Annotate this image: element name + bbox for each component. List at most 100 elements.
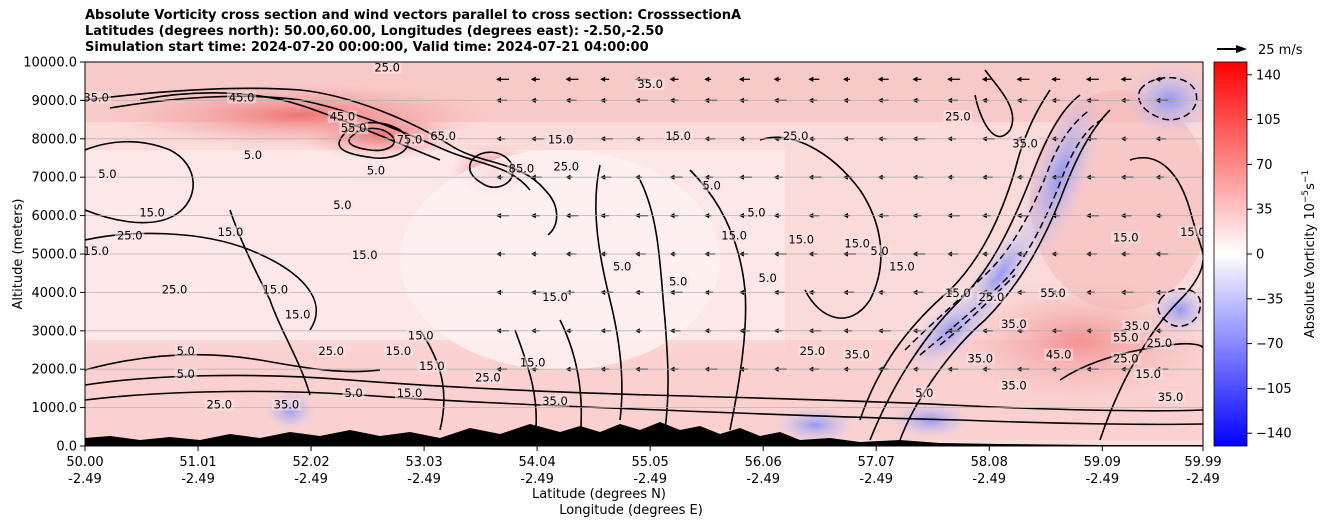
contour-label-48: 25.0: [1147, 336, 1173, 350]
contour-label-bg-26: [283, 308, 313, 321]
wind-vector-head-63: [738, 76, 744, 82]
contour-label-bg-58: [406, 329, 436, 342]
wind-vector-head-117: [947, 76, 953, 82]
colorbar-tick-label-5: −35: [1256, 292, 1283, 307]
contour-label-41: 15.0: [945, 286, 971, 300]
contour-label-34: 15.0: [1113, 231, 1139, 245]
contour-label-bg-40: [976, 291, 1007, 304]
contour-label-bg-52: [1133, 367, 1163, 380]
wind-vector-head-81: [808, 76, 814, 82]
quiver-key-label: 25 m/s: [1258, 43, 1303, 58]
x-tick-label-lat-5: 55.05: [632, 455, 669, 470]
wind-vector-head-108: [912, 76, 918, 82]
quiver-key-arrow-head: [1236, 45, 1247, 53]
contour-label-16: 15.0: [139, 206, 165, 220]
contour-label-22: 15.0: [352, 248, 378, 262]
contour-label-14: 35.0: [1012, 136, 1038, 150]
wind-vector-head-0: [496, 76, 502, 82]
contour-label-50: 35.0: [967, 352, 993, 366]
contour-label-bg-59: [417, 360, 447, 373]
contour-label-37: 5.0: [759, 271, 777, 285]
colorbar-tick-label-8: −140: [1256, 427, 1292, 442]
contour-mid-4: [759, 136, 882, 319]
orography-ground: [85, 422, 1203, 446]
field-blue-right-low: [1150, 285, 1203, 335]
contour-label-4: 45.0: [330, 110, 356, 124]
contour-label-bg-2: [85, 91, 111, 104]
contour-neg-front-3: [939, 274, 1016, 346]
contour-label-bg-19: [364, 164, 388, 177]
contour-label-59: 15.0: [419, 359, 445, 373]
x-tick-label-lon-6: -2.49: [746, 472, 780, 487]
y-tick-label-4: 4000.0: [32, 286, 78, 301]
contour-label-0: 25.0: [374, 60, 400, 74]
contour-east-3: [1129, 157, 1203, 256]
contour-label-29: 5.0: [747, 206, 765, 220]
contour-label-24: 25.0: [162, 282, 188, 296]
contour-label-49: 45.0: [1046, 348, 1072, 362]
field-white-tongue: [400, 150, 720, 370]
contour-label-bg-60: [473, 371, 503, 384]
colorbar-label-text: Absolute Vorticity 10: [1303, 203, 1318, 338]
wind-vector-head-54: [704, 76, 710, 82]
contour-label-bg-6: [394, 133, 425, 146]
contour-label-47: 55.0: [1113, 330, 1139, 344]
colorbar-label: Absolute Vorticity 10−5s−1: [1301, 170, 1318, 338]
contour-label-44: 35.0: [1124, 319, 1150, 333]
contour-label-bg-41: [943, 287, 973, 300]
y-tick-label-10: 10000.0: [23, 56, 77, 71]
contour-low-2: [85, 390, 1203, 426]
colorbar-tick-label-2: 70: [1256, 158, 1273, 173]
contour-label-53: 35.0: [1001, 378, 1027, 392]
contour-east-core: [468, 151, 514, 189]
contour-label-bg-38: [540, 291, 570, 304]
colorbar-ticks: 140 105 70 35 0 −35 −70 −105 −140: [1247, 68, 1292, 442]
contour-label-bg-15: [96, 168, 119, 181]
contour-label-bg-64: [271, 398, 302, 411]
contour-jet-core-ring-2: [348, 127, 395, 152]
contour-label-bg-21: [115, 229, 145, 242]
contour-label-bg-33: [1178, 225, 1203, 238]
wind-vector-head-99: [877, 76, 883, 82]
contour-label-bg-57: [383, 344, 413, 357]
contour-label-61: 15.0: [520, 355, 546, 369]
wind-vector-head-27: [600, 76, 606, 82]
contour-label-bg-29: [745, 206, 768, 219]
x-tick-label-lat-3: 53.03: [405, 455, 442, 470]
colorbar-tick-label-3: 35: [1256, 203, 1273, 218]
contour-label-42: 55.0: [1040, 286, 1066, 300]
contour-neg-front-1: [904, 109, 1091, 351]
contour-label-55: 5.0: [177, 344, 195, 358]
contour-label-43: 35.0: [1001, 317, 1027, 331]
contour-mid-2: [595, 164, 623, 421]
contour-label-11: 15.0: [665, 129, 691, 143]
contour-label-56: 25.0: [318, 344, 344, 358]
contour-label-bg-42: [1038, 287, 1068, 300]
y-tick-label-7: 7000.0: [32, 171, 78, 186]
contour-label-28: 5.0: [703, 179, 721, 193]
contour-label-66: 15.0: [397, 386, 423, 400]
y-gridlines: [85, 100, 1203, 409]
contour-label-bg-30: [786, 233, 816, 246]
y-tick-label-0: 0.0: [56, 440, 77, 455]
x-tick-label-lon-10: -2.49: [1186, 472, 1220, 487]
contour-label-bg-1: [635, 77, 665, 90]
contour-label-bg-28: [700, 179, 723, 192]
contour-label-bg-63: [204, 398, 234, 411]
y-tick-label-8: 8000.0: [32, 132, 78, 147]
contour-label-bg-55: [174, 344, 197, 357]
contour-neg-top-right: [1138, 76, 1198, 121]
contour-label-3: 45.0: [229, 90, 255, 104]
contour-label-bg-9: [546, 133, 576, 146]
contour-label-9: 15.0: [548, 133, 574, 147]
colorbar-tick-label-7: −105: [1256, 382, 1292, 397]
x-tick-label-lat-2: 52.02: [292, 455, 329, 470]
x-axis-label-latitude: Latitude (degrees N): [532, 487, 666, 502]
contour-low-1: [85, 374, 1203, 412]
contour-label-bg-34: [1111, 231, 1141, 244]
contour-label-26: 15.0: [285, 307, 311, 321]
x-tick-label-lat-9: 59.09: [1084, 455, 1121, 470]
wind-vector-head-144: [1051, 76, 1057, 82]
contour-label-36: 5.0: [669, 275, 687, 289]
